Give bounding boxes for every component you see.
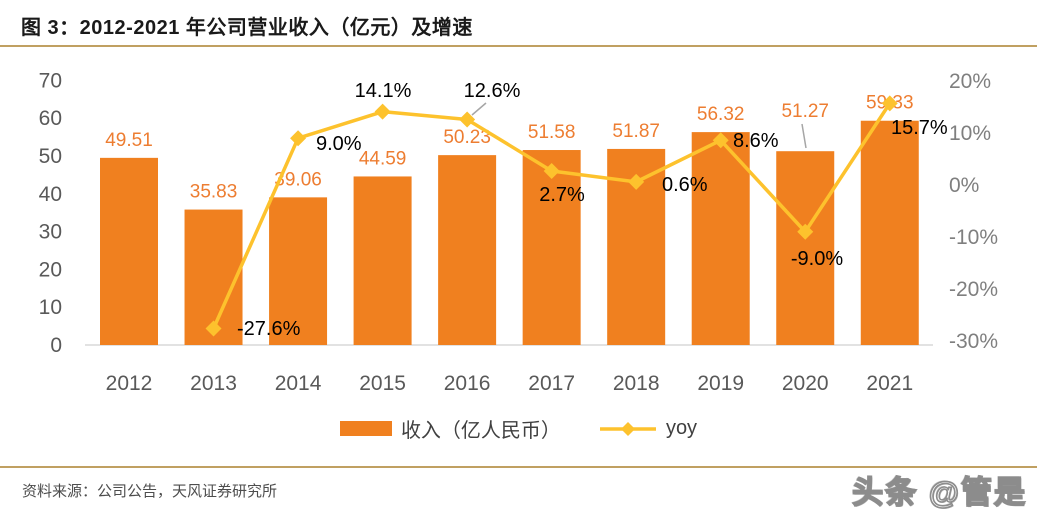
title-divider [0,45,1037,47]
source-note: 资料来源：公司公告，天风证券研究所 [22,483,278,500]
left-axis-tick: 40 [39,183,62,206]
bar-series-swatch-icon [339,421,392,436]
bar-value-label: 56.32 [697,104,745,125]
x-axis-label: 2015 [359,372,406,395]
x-axis-label: 2014 [275,372,322,395]
yoy-value-label: 14.1% [355,80,412,102]
bar-value-label: 50.23 [443,127,491,148]
right-axis-tick: 10% [949,122,991,145]
yoy-marker-2018 [628,173,645,190]
right-axis-tick: 0% [949,174,979,197]
yoy-marker-2017 [543,162,560,179]
legend-label-yoy: yoy [665,417,698,439]
yoy-label-leader-line [471,102,487,116]
bar-2021 [860,120,919,345]
yoy-marker-2019 [712,132,729,149]
x-axis-label: 2019 [697,372,744,395]
bar-2020 [776,151,835,345]
yoy-marker-2013 [205,320,222,337]
bar-2014 [269,197,328,345]
yoy-marker-2014 [290,130,307,147]
x-axis-label: 2013 [190,372,237,395]
watermark: 头条 @管是 [851,474,1027,510]
legend-item-revenue: 收入（亿人民币） [339,414,561,443]
bar-2016 [438,155,497,345]
yoy-value-label: 15.7% [891,117,948,139]
yoy-value-label: 8.6% [733,130,779,152]
left-axis-tick: 10 [39,296,62,319]
left-axis-tick: 0 [50,334,62,357]
yoy-marker-2016 [459,111,476,128]
yoy-marker-2015 [374,103,391,120]
chart-legend: 收入（亿人民币） yoy [0,414,1037,443]
legend-item-yoy: yoy [599,417,697,440]
yoy-value-label: 2.7% [539,184,585,206]
bar-value-label: 51.87 [612,121,660,142]
bar-value-label: 39.06 [274,169,322,190]
left-axis-tick: 60 [39,107,62,130]
bar-value-label: 51.58 [528,122,576,143]
x-axis-label: 2020 [782,372,829,395]
bar-label-leader-line [801,123,807,149]
x-axis-label: 2017 [528,372,575,395]
bar-value-label: 35.83 [190,182,238,203]
yoy-marker-2021 [881,95,898,112]
right-axis-tick: -30% [949,330,998,353]
right-axis-tick: -20% [949,278,998,301]
legend-label-revenue: 收入（亿人民币） [400,420,561,442]
x-axis-label: 2021 [866,372,913,395]
yoy-value-label: -27.6% [237,318,301,340]
x-axis-label: 2016 [444,372,491,395]
left-axis-tick: 20 [39,258,62,281]
chart-title: 图 3：2012-2021 年公司营业收入（亿元）及增速 [21,17,473,39]
bar-value-label: 51.27 [781,101,829,122]
right-axis-tick: 20% [949,70,991,93]
left-axis-tick: 70 [39,69,62,92]
x-axis-label: 2012 [106,372,153,395]
line-series-swatch-icon [599,421,656,436]
right-axis-tick: -10% [949,226,998,249]
bar-2012 [100,157,158,345]
yoy-value-label: -9.0% [791,248,843,270]
bar-2017 [522,150,581,345]
footer-divider [0,466,1037,468]
yoy-value-label: 0.6% [662,174,708,196]
left-axis-tick: 30 [39,221,62,244]
bar-value-label: 44.59 [359,148,407,169]
bar-2015 [353,176,412,345]
yoy-marker-2020 [797,223,814,240]
left-axis-tick: 50 [39,145,62,168]
x-axis-label: 2018 [613,372,660,395]
yoy-value-label: 12.6% [464,80,521,102]
bar-2019 [691,132,750,345]
yoy-value-label: 9.0% [316,133,362,155]
bar-value-label: 49.51 [105,130,153,151]
